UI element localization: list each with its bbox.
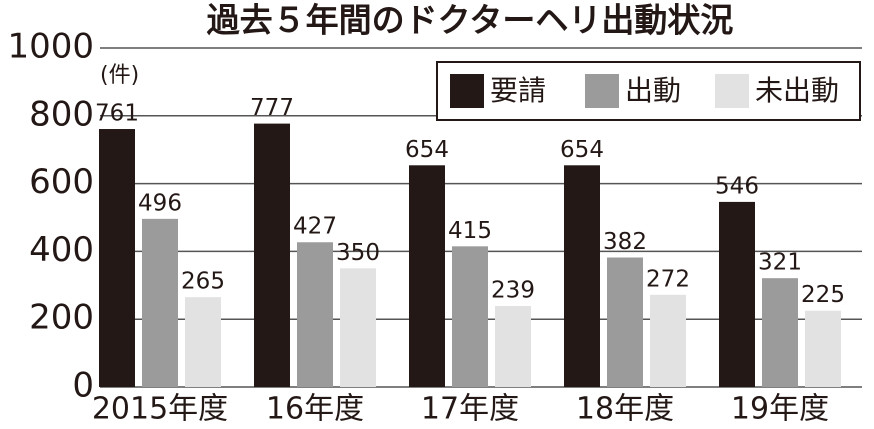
- bar: [185, 297, 221, 387]
- value-label: 382: [603, 229, 647, 255]
- value-label: 496: [138, 190, 182, 216]
- legend-box: [436, 61, 861, 121]
- bar: [409, 165, 445, 387]
- bar: [719, 201, 755, 387]
- value-label: 239: [491, 277, 535, 303]
- x-tick-label: 17年度: [421, 392, 519, 427]
- y-tick-label: 600: [29, 162, 94, 202]
- bar: [564, 165, 600, 387]
- chart-title: 過去５年間のドクターヘリ出動状況: [207, 1, 734, 40]
- x-tick-label: 18年度: [576, 392, 674, 427]
- bar: [254, 123, 290, 388]
- bar: [99, 129, 135, 387]
- legend-label: 要請: [490, 74, 546, 107]
- legend-label: 未出動: [755, 74, 839, 107]
- legend-swatch: [450, 74, 484, 108]
- y-tick-label: 800: [29, 94, 94, 134]
- x-tick-label: 19年度: [731, 392, 829, 427]
- bar: [495, 305, 531, 387]
- x-tick-label: 2015年度: [92, 392, 228, 427]
- bar: [142, 218, 178, 387]
- legend-label: 出動: [625, 74, 681, 107]
- value-label: 761: [95, 101, 139, 127]
- value-label: 427: [293, 214, 337, 240]
- unit-label: (件): [100, 63, 139, 88]
- x-tick-label: 16年度: [266, 392, 364, 427]
- y-tick-label: 400: [29, 230, 94, 270]
- value-label: 321: [758, 250, 802, 276]
- value-label: 265: [181, 269, 225, 295]
- value-label: 225: [801, 282, 845, 308]
- value-label: 777: [250, 95, 294, 121]
- value-label: 654: [405, 137, 449, 163]
- y-tick-label: 0: [72, 366, 94, 406]
- bar: [607, 257, 643, 387]
- bar: [297, 242, 333, 387]
- value-label: 415: [448, 218, 492, 244]
- legend-swatch: [585, 74, 619, 108]
- value-label: 654: [560, 137, 604, 163]
- bar: [805, 310, 841, 387]
- bar: [762, 278, 798, 387]
- bar: [340, 268, 376, 387]
- bar: [650, 294, 686, 387]
- value-label: 546: [715, 173, 759, 199]
- y-tick-label: 200: [29, 298, 94, 338]
- value-label: 350: [336, 240, 380, 266]
- legend-swatch: [715, 74, 749, 108]
- value-label: 272: [646, 266, 690, 292]
- bar: [452, 246, 488, 387]
- y-tick-label: 1000: [7, 27, 94, 67]
